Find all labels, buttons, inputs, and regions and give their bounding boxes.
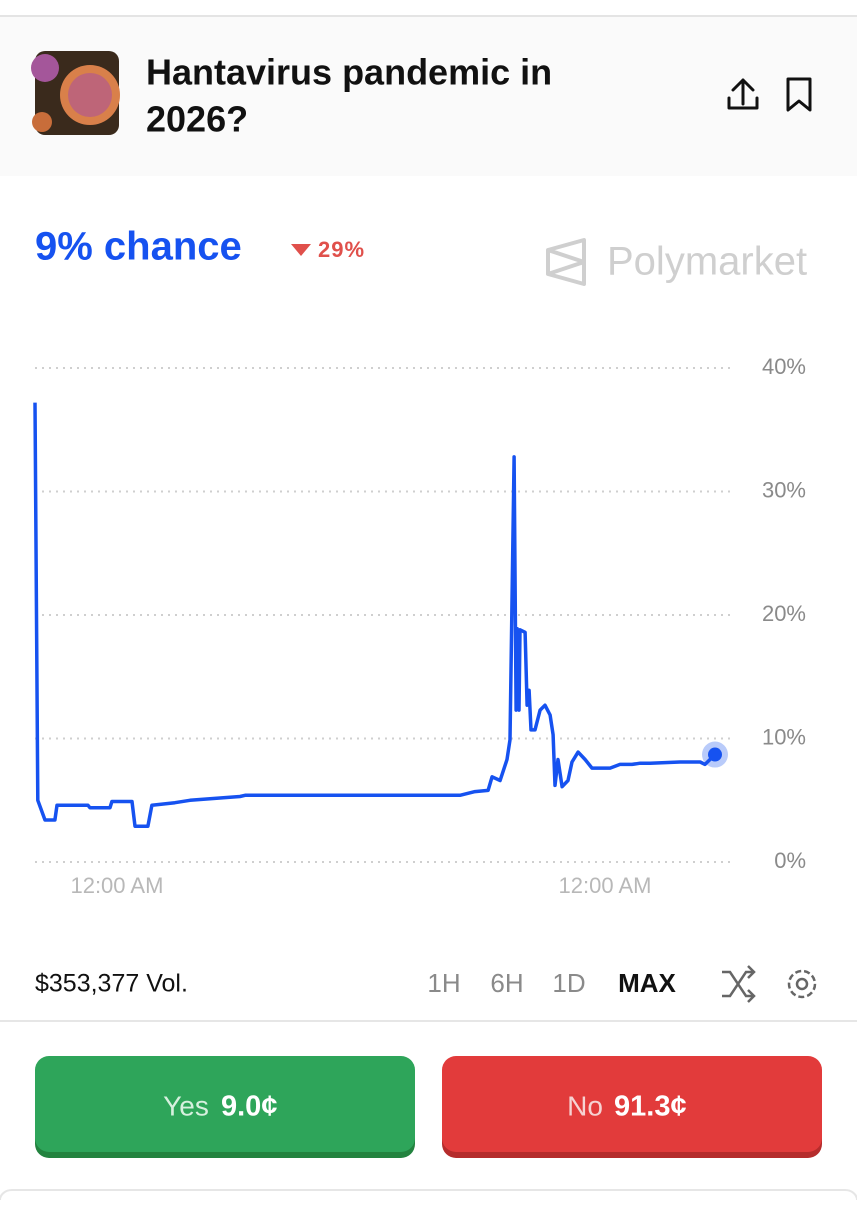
market-title: Hantavirus pandemic in [146,52,552,93]
price-line [33,402,717,828]
yes-label: Yes [163,1090,209,1121]
volume: $353,377 Vol. [35,970,188,998]
y-tick-label: 20% [762,601,806,626]
share-button[interactable] [727,78,759,110]
brand: Polymarket [607,240,807,284]
no-label: No [567,1090,603,1121]
y-tick-label: 30% [762,477,806,502]
bookmark-button[interactable] [786,77,812,112]
header-bg [0,16,857,176]
x-tick-label: 12:00 AM [70,873,163,898]
next-card [0,1189,857,1205]
settings-button[interactable] [787,969,817,999]
market-icon [31,51,120,135]
range-selector: 1H 6H 1D MAX [427,968,676,998]
yes-button[interactable]: Yes 9.0¢ [35,1056,415,1158]
shuffle-button[interactable] [722,965,756,1003]
no-price: 91.3¢ [614,1091,687,1123]
chance: 9% chance [35,225,242,269]
y-tick-label: 10% [762,724,806,749]
y-tick-label: 40% [762,354,806,379]
range-button[interactable]: 6H [490,968,523,998]
yes-price: 9.0¢ [221,1091,277,1123]
change: 29% [318,237,365,262]
range-button[interactable]: MAX [618,968,676,998]
range-button[interactable]: 1H [427,968,460,998]
y-tick-label: 0% [774,848,806,873]
no-button[interactable]: No 91.3¢ [442,1056,822,1158]
x-tick-label: 12:00 AM [559,873,652,898]
market-title-line2: 2026? [146,99,248,140]
range-button[interactable]: 1D [552,968,585,998]
down-triangle [291,244,311,256]
last-point [708,747,722,762]
chart: 0% 10% 20% 30% 40% 12:00 AM 12:00 AM [33,354,806,898]
brand-logo [546,238,586,286]
